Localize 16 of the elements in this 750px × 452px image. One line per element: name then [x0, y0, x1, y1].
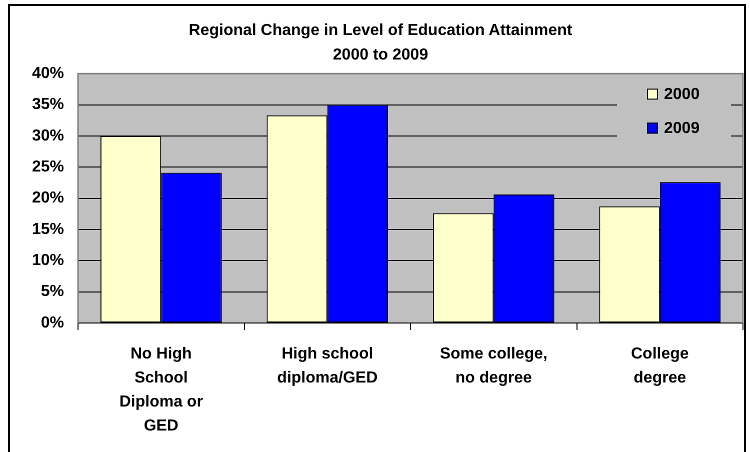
y-tick-label: 30%: [32, 127, 64, 144]
chart-title: Regional Change in Level of Education Attainment 2000 to 2009: [188, 22, 573, 64]
y-tick-label: 25%: [32, 158, 64, 176]
y-tick-label: 10%: [32, 252, 64, 270]
y-tick-label: 15%: [32, 220, 64, 238]
legend-label: 2009: [664, 120, 700, 138]
x-tick-label: High school diploma/GED: [277, 345, 378, 386]
y-tick-label: 5%: [40, 283, 64, 300]
y-tick-label: 0%: [40, 314, 64, 332]
x-tick-label: College degree: [630, 345, 689, 386]
y-tick-label: 20%: [32, 190, 64, 207]
legend-label: 2000: [664, 86, 700, 104]
y-tick-label: 40%: [32, 65, 64, 82]
y-tick-label: 35%: [32, 96, 64, 114]
x-tick-label: Some college, no degree: [440, 345, 548, 386]
x-tick-label: No High School Diploma or GED: [119, 345, 203, 434]
